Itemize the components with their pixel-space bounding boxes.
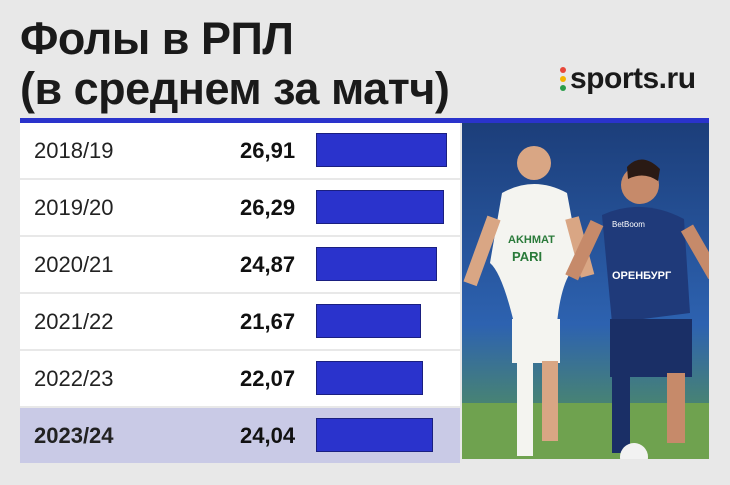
foul-value-label: 26,91 (240, 138, 296, 163)
player-blue: ОРЕНБУРГ BetBoom (565, 159, 709, 453)
foul-value-label: 22,07 (240, 366, 296, 391)
season-label: 2019/20 (34, 195, 114, 220)
shirt-text: ОРЕНБУРГ (612, 270, 672, 282)
table-row: 2021/22 21,67 (20, 294, 460, 349)
shirt-text: AKHMAT (508, 234, 555, 246)
foul-value-label: 24,87 (240, 252, 296, 277)
season-label: 2020/21 (34, 252, 114, 277)
season-label: 2023/24 (34, 423, 114, 448)
logo-dot (560, 85, 566, 91)
season-label: 2018/19 (34, 138, 114, 163)
title-line-2: (в среднем за матч) (20, 63, 450, 114)
foul-value-label: 26,29 (240, 195, 296, 220)
logo-dot (560, 67, 566, 73)
photo-illustration: AKHMAT PARI ОРЕНБУРГ BetBoom (462, 123, 709, 459)
foul-bar (316, 361, 423, 395)
logo-dot (560, 76, 566, 82)
table-row: 2020/21 24,87 (20, 237, 460, 292)
shirt-text: BetBoom (612, 220, 645, 229)
foul-bar (316, 304, 421, 338)
foul-bar (316, 133, 447, 167)
foul-table: 2018/19 26,91 2019/20 26,29 2020/21 24,87 2021… (20, 123, 460, 465)
season-label: 2021/22 (34, 309, 114, 334)
chart-title: Фолы в РПЛ (в среднем за матч) (20, 13, 450, 114)
season-label: 2022/23 (34, 366, 114, 391)
foul-bar (316, 247, 437, 281)
table-row: 2023/24 24,04 (20, 408, 460, 463)
foul-bar (316, 190, 444, 224)
foul-value-label: 21,67 (240, 309, 296, 334)
title-line-1: Фолы в РПЛ (20, 13, 294, 64)
logo-dots-icon (560, 67, 566, 91)
football-players-photo: AKHMAT PARI ОРЕНБУРГ BetBoom (462, 123, 709, 459)
sports-ru-logo: sports.ru (560, 62, 696, 96)
table-row: 2018/19 26,91 (20, 123, 460, 178)
foul-bar (316, 418, 433, 452)
shirt-text: PARI (512, 249, 542, 264)
foul-value-label: 24,04 (240, 423, 296, 448)
table-row: 2022/23 22,07 (20, 351, 460, 406)
logo-text: sports.ru (570, 62, 696, 95)
header-rule (20, 118, 709, 123)
table-row: 2019/20 26,29 (20, 180, 460, 235)
